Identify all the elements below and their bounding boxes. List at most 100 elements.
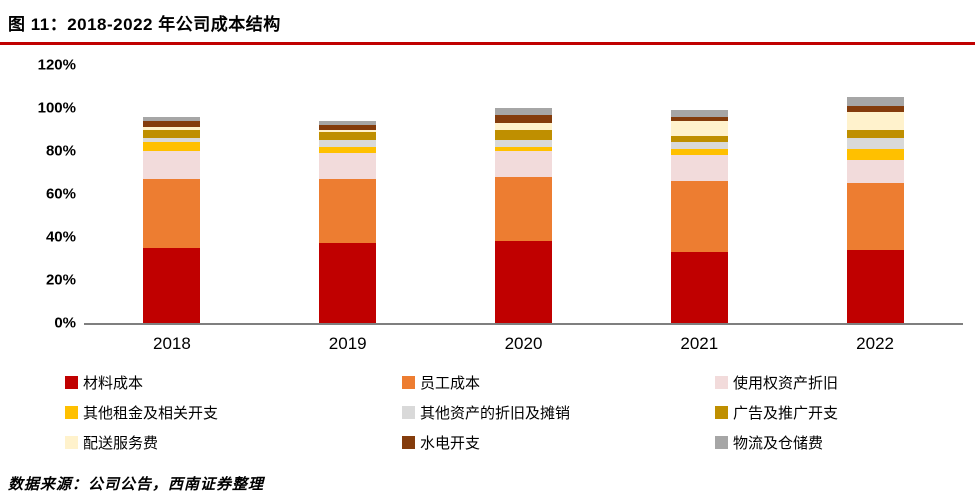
- legend-label: 员工成本: [420, 375, 481, 392]
- legend-item: 其他资产的折旧及摊销: [402, 402, 715, 423]
- x-label-slot: 2018: [84, 334, 260, 354]
- bar-segment: [846, 138, 904, 149]
- bar-segment: [494, 108, 552, 115]
- bar-segment: [494, 123, 552, 130]
- legend-label: 广告及推广开支: [733, 405, 839, 422]
- bar-slot-2022: [787, 65, 963, 323]
- x-label-slot: 2019: [260, 334, 436, 354]
- x-axis-label: 2020: [504, 334, 543, 353]
- legend-item: 材料成本: [65, 372, 402, 393]
- legend-label: 物流及仓储费: [733, 435, 824, 452]
- y-axis-tick-label: 0%: [54, 314, 76, 332]
- stacked-bar-chart: 0% 20% 40% 60% 80% 100% 120% 2018 2019 2020 2021 2…: [30, 57, 963, 354]
- bar-segment: [319, 178, 377, 244]
- legend-label: 其他租金及相关开支: [83, 405, 219, 422]
- bar-segment: [846, 97, 904, 106]
- bar-segment: [494, 176, 552, 242]
- bar-segment: [670, 252, 728, 323]
- bar-segment: [143, 116, 201, 121]
- bar-segment: [670, 116, 728, 121]
- legend-item: 配送服务费: [65, 432, 402, 453]
- bar-segment: [670, 148, 728, 156]
- legend-swatch: [715, 436, 728, 449]
- bar-segment: [143, 178, 201, 248]
- legend-label: 水电开支: [420, 435, 481, 452]
- legend-item: 水电开支: [402, 432, 715, 453]
- bar-segment: [319, 120, 377, 126]
- y-axis: 0% 20% 40% 60% 80% 100% 120%: [30, 57, 84, 332]
- x-axis-label: 2022: [856, 334, 894, 353]
- bar-segment: [319, 243, 377, 323]
- bar-slot-2021: [611, 65, 787, 323]
- bar-segment: [846, 105, 904, 113]
- x-axis: 2018 2019 2020 2021 2022: [84, 325, 963, 354]
- stacked-bar-2020: [494, 65, 552, 323]
- legend-swatch: [402, 376, 415, 389]
- x-label-slot: 2020: [436, 334, 612, 354]
- stacked-bar-2022: [846, 65, 904, 323]
- legend-label: 其他资产的折旧及摊销: [420, 405, 571, 422]
- bar-segment: [494, 129, 552, 141]
- bar-segment: [494, 140, 552, 147]
- bar-segment: [670, 136, 728, 143]
- legend-label: 使用权资产折旧: [733, 375, 839, 392]
- legend-swatch: [402, 406, 415, 419]
- bar-segment: [846, 249, 904, 323]
- bar-segment: [494, 114, 552, 124]
- bar-segment: [846, 159, 904, 184]
- legend-swatch: [65, 376, 78, 389]
- bar-segment: [846, 129, 904, 139]
- x-label-slot: 2022: [787, 334, 963, 354]
- bar-segment: [846, 148, 904, 160]
- y-axis-tick-label: 40%: [45, 228, 76, 246]
- bar-segment: [319, 153, 377, 179]
- y-axis-tick-label: 20%: [45, 271, 76, 289]
- stacked-bar-2019: [319, 65, 377, 323]
- legend-label: 材料成本: [83, 375, 144, 392]
- bar-segment: [143, 142, 201, 152]
- legend-swatch: [715, 376, 728, 389]
- bar-segment: [670, 142, 728, 149]
- bar-segment: [143, 127, 201, 130]
- legend-item: 物流及仓储费: [715, 432, 965, 453]
- bar-segment: [319, 146, 377, 154]
- legend-swatch: [65, 406, 78, 419]
- bar-segment: [494, 241, 552, 323]
- bar-segment: [494, 146, 552, 152]
- bar-segment: [846, 183, 904, 250]
- chart-title: 图 11：2018-2022 年公司成本结构: [8, 15, 281, 34]
- stacked-bar-2018: [143, 65, 201, 323]
- legend-item: 员工成本: [402, 372, 715, 393]
- title-divider: [0, 42, 975, 45]
- bar-segment: [319, 129, 377, 132]
- bar-segment: [670, 120, 728, 137]
- bar-segment: [143, 151, 201, 179]
- y-axis-tick-label: 80%: [45, 142, 76, 160]
- y-axis-tick-label: 120%: [37, 56, 76, 74]
- stacked-bar-2021: [670, 65, 728, 323]
- legend-swatch: [715, 406, 728, 419]
- bar-segment: [143, 120, 201, 128]
- legend-swatch: [65, 436, 78, 449]
- legend: 材料成本 员工成本 使用权资产折旧其他租金及相关开支 其他资产的折旧及摊销 广告及推广开…: [65, 372, 965, 453]
- x-axis-label: 2018: [152, 334, 191, 353]
- legend-item: 广告及推广开支: [715, 402, 965, 423]
- bar-segment: [143, 247, 201, 323]
- x-label-slot: 2021: [611, 334, 787, 354]
- bar-segment: [670, 155, 728, 182]
- legend-swatch: [402, 436, 415, 449]
- bar-segment: [670, 181, 728, 253]
- y-axis-tick-label: 60%: [45, 185, 76, 203]
- x-axis-label: 2021: [680, 334, 719, 353]
- bar-segment: [143, 138, 201, 143]
- plot-area: [84, 65, 963, 325]
- source-note: 数据来源：公司公告，西南证券整理: [8, 477, 265, 493]
- legend-label: 配送服务费: [83, 435, 159, 452]
- bar-segment: [846, 112, 904, 130]
- legend-item: 其他租金及相关开支: [65, 402, 402, 423]
- x-axis-label: 2019: [328, 334, 367, 353]
- y-axis-tick-label: 100%: [37, 99, 76, 117]
- bar-segment: [670, 110, 728, 117]
- bar-segment: [494, 151, 552, 177]
